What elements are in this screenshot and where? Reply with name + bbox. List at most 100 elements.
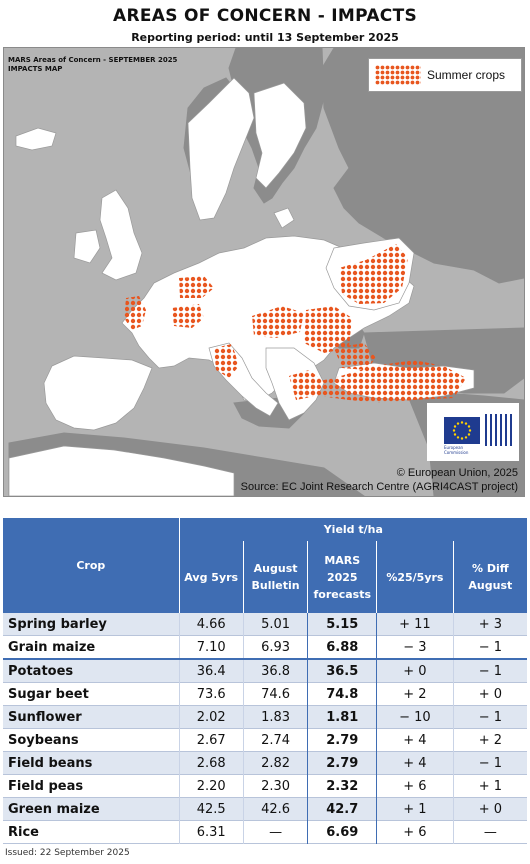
- august-value: —: [242, 820, 308, 844]
- column-header-mars: MARS 2025 forecasts: [307, 541, 377, 613]
- diff-label-2: August: [468, 579, 513, 592]
- diff-label-1: % Diff: [472, 562, 509, 575]
- map-title-line-2: IMPACTS MAP: [8, 65, 63, 73]
- avg-value: 42.5: [178, 797, 244, 821]
- crop-name: Sunflower: [3, 705, 180, 729]
- august-value: 42.6: [242, 797, 308, 821]
- yield-table-body: Spring barley 4.66 5.01 5.15 + 11 + 3 Gr…: [3, 613, 527, 844]
- pct-label: %25/5yrs: [386, 570, 444, 584]
- table-row: Sugar beet 73.6 74.6 74.8 + 2 + 0: [3, 682, 527, 706]
- reporting-period: Reporting period: until 13 September 202…: [131, 31, 399, 44]
- legend-label: Summer crops: [427, 68, 506, 82]
- crop-name: Field beans: [3, 751, 180, 775]
- avg-value: 6.31: [178, 820, 244, 844]
- pct-value: + 6: [376, 774, 454, 798]
- diff-value: + 0: [452, 682, 527, 706]
- mars-label-1: MARS: [324, 553, 361, 567]
- pct-value: + 6: [376, 820, 454, 844]
- august-value: 2.30: [242, 774, 308, 798]
- map-copyright: © European Union, 2025: [396, 467, 518, 479]
- column-header-pct: %25/5yrs: [376, 541, 454, 613]
- forecast-value: 42.7: [307, 797, 378, 821]
- european-commission-logo: European Commission: [427, 403, 519, 461]
- crop-name: Potatoes: [3, 658, 180, 683]
- pct-value: − 10: [376, 705, 454, 729]
- table-row: Spring barley 4.66 5.01 5.15 + 11 + 3: [3, 613, 527, 636]
- concern-swatch-icon: [375, 65, 421, 85]
- crop-name: Rice: [8, 824, 39, 840]
- table-row: Sunflower 2.02 1.83 1.81 − 10 − 1: [3, 705, 527, 729]
- forecast-value: 1.81: [307, 705, 378, 729]
- august-value: 2.74: [242, 728, 308, 752]
- avg-value: 73.6: [178, 682, 244, 706]
- pct-value: + 4: [376, 751, 454, 775]
- avg-label: Avg 5yrs: [184, 570, 239, 584]
- crop-name: Grain maize: [8, 639, 96, 655]
- forecast-value: 5.15: [307, 613, 378, 636]
- august-value: 6.93: [242, 635, 308, 659]
- table-row: Potatoes 36.4 36.8 36.5 + 0 − 1: [3, 658, 527, 683]
- pct-value: + 4: [376, 728, 454, 752]
- crop-name: Field peas: [8, 778, 84, 794]
- column-header-avg: Avg 5yrs: [178, 541, 244, 613]
- map-title-line-1: MARS Areas of Concern - SEPTEMBER 2025: [8, 56, 178, 64]
- page-title: AREAS OF CONCERN - IMPACTS: [112, 6, 418, 26]
- august-value: 2.82: [242, 751, 308, 775]
- forecast-value: 36.5: [307, 658, 378, 683]
- diff-value: + 0: [452, 797, 527, 821]
- diff-value: − 1: [452, 658, 527, 683]
- forecast-value: 2.79: [307, 751, 378, 775]
- diff-value: + 3: [452, 613, 527, 636]
- column-group-yield: Yield t/ha: [178, 518, 527, 541]
- avg-value: 2.20: [178, 774, 244, 798]
- eu-flag-icon: [444, 417, 480, 444]
- august-value: 1.83: [242, 705, 308, 729]
- issued-date: Issued: 22 September 2025: [5, 848, 130, 858]
- concern-map: [3, 47, 525, 497]
- diff-value: − 1: [452, 635, 527, 659]
- avg-value: 2.02: [178, 705, 244, 729]
- map-legend: Summer crops: [368, 58, 522, 92]
- august-label-2: Bulletin: [251, 579, 300, 592]
- avg-value: 36.4: [178, 658, 244, 683]
- august-value: 74.6: [242, 682, 308, 706]
- ec-logo-text-line-1: European: [444, 445, 464, 450]
- pct-value: + 0: [376, 658, 454, 683]
- august-value: 5.01: [242, 613, 308, 636]
- forecast-value: 2.79: [307, 728, 378, 752]
- avg-value: 2.67: [178, 728, 244, 752]
- diff-value: —: [452, 820, 527, 844]
- map-source: Source: EC Joint Research Centre (AGRI4C…: [240, 481, 518, 493]
- forecast-value: 6.88: [307, 635, 378, 659]
- concern-areas: [124, 244, 466, 403]
- column-header-august: August Bulletin: [242, 541, 308, 613]
- crop-name: Green maize: [3, 797, 180, 821]
- mars-label-2: 2025: [326, 570, 358, 584]
- table-row: Green maize 42.5 42.6 42.7 + 1 + 0: [3, 797, 527, 821]
- column-header-crop: Crop: [3, 518, 180, 613]
- table-row: Rice 6.31 — 6.69 + 6 —: [3, 820, 527, 844]
- map-title: MARS Areas of Concern - SEPTEMBER 2025 I…: [8, 56, 177, 74]
- diff-value: − 1: [452, 751, 527, 775]
- ec-logo-text-line-2: Commission: [444, 450, 469, 455]
- august-value: 36.8: [242, 658, 308, 683]
- diff-value: − 1: [452, 705, 527, 729]
- avg-value: 4.66: [178, 613, 244, 636]
- crop-name: Spring barley: [3, 613, 180, 636]
- table-row: Field beans 2.68 2.82 2.79 + 4 − 1: [3, 751, 527, 775]
- table-row: Grain maize 7.10 6.93 6.88 − 3 − 1: [3, 635, 527, 659]
- pct-value: + 2: [376, 682, 454, 706]
- forecast-value: 2.32: [307, 774, 378, 798]
- pct-value: + 11: [376, 613, 454, 636]
- august-label-1: August: [253, 562, 298, 575]
- ec-building-icon: [485, 414, 512, 446]
- europe-map-graphic: [8, 48, 524, 496]
- crop-name: Soybeans: [8, 732, 79, 748]
- diff-value: + 2: [452, 728, 527, 752]
- diff-value: + 1: [452, 774, 527, 798]
- yield-table: Crop Yield t/ha Avg 5yrs August Bulletin…: [3, 518, 527, 844]
- crop-name: Sugar beet: [8, 686, 89, 702]
- avg-value: 2.68: [178, 751, 244, 775]
- forecast-value: 6.69: [307, 820, 378, 844]
- table-row: Field peas 2.20 2.30 2.32 + 6 + 1: [3, 774, 527, 798]
